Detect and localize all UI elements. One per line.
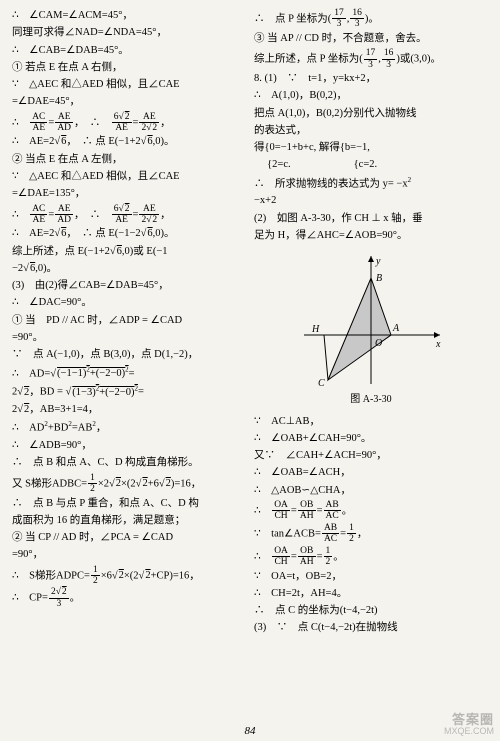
text-line: ∴ AD=√(−1−1)2+(−2−0)2= <box>12 365 246 383</box>
text-line: =∠DAE=135°， <box>12 186 246 202</box>
text-line: ∴ CH=2t，AH=4。 <box>254 586 488 602</box>
text-line: ∴ OACH=OBAH=ABAC。 <box>254 500 488 522</box>
diagram-a-3-30: O A B H C x y 图 A-3-30 <box>254 250 488 408</box>
text-line: ∵ tan∠ACB=ABAC=12， <box>254 523 488 545</box>
svg-text:y: y <box>375 256 381 267</box>
text-line: ∴ △AOB∽△CHA， <box>254 483 488 499</box>
text-line: 2√2，BD = √(1−3)2+(−2−0)2= <box>12 383 246 401</box>
text-line: −2√6,0)。 <box>12 261 246 277</box>
text-line: 把点 A(1,0)，B(0,2)分别代入抛物线 <box>254 106 488 122</box>
text-line: ∴ AD2+BD2=AB2， <box>12 419 246 437</box>
watermark-line1: 答案圈 <box>444 713 494 727</box>
text-line: ② 当点 E 在点 A 左侧， <box>12 152 246 168</box>
text-line: ∵ △AEC 和△AED 相似，且∠CAE <box>12 169 246 185</box>
svg-text:x: x <box>435 339 441 350</box>
text-line: ∵ 点 A(−1,0)，点 B(3,0)，点 D(1,−2)， <box>12 347 246 363</box>
watermark-line2: MXQE.COM <box>444 727 494 737</box>
text-line: 综上所述，点 E(−1+2√6,0)或 E(−1 <box>12 244 246 260</box>
svg-text:O: O <box>375 338 382 349</box>
svg-text:C: C <box>318 378 325 389</box>
text-line: 同理可求得∠NAD=∠NDA=45°， <box>12 25 246 41</box>
text-line: ∴ ∠ADB=90°， <box>12 438 246 454</box>
text-line: 得{0=−1+b+c, 解得{b=−1, <box>254 140 488 156</box>
text-line: 8. (1) ∵ t=1，y=kx+2， <box>254 71 488 87</box>
text-line: ∴ ACAE=AEAD， ∴ 6√2AE=AE2√2， <box>12 112 246 134</box>
text-line: ∴ 点 P 坐标为(173,163)。 <box>254 8 488 30</box>
text-line: ∴ OACH=OBAH=12。 <box>254 546 488 568</box>
text-line: ∴ ∠CAM=∠ACM=45°， <box>12 8 246 24</box>
page-number: 84 <box>0 725 500 737</box>
text-line: =90°， <box>12 547 246 563</box>
right-column: ∴ 点 P 坐标为(173,163)。③ 当 AP // CD 时，不合题意，舍… <box>254 8 488 638</box>
watermark: 答案圈 MXQE.COM <box>444 713 494 737</box>
svg-text:B: B <box>376 273 382 284</box>
text-line: 的表达式， <box>254 123 488 139</box>
text-line: 又∵ ∠CAH+∠ACH=90°， <box>254 448 488 464</box>
text-line: ∴ CP=2√23。 <box>12 587 246 609</box>
text-line: ∴ 点 C 的坐标为(t−4,−2t) <box>254 603 488 619</box>
text-line: ∴ ACAE=AEAD， ∴ 6√2AE=AE2√2， <box>12 204 246 226</box>
text-line: ∵ △AEC 和△AED 相似，且∠CAE <box>12 77 246 93</box>
text-line: {2=c. {c=2. <box>254 157 488 173</box>
page-container: ∴ ∠CAM=∠ACM=45°，同理可求得∠NAD=∠NDA=45°， ∴ ∠CA… <box>0 0 500 658</box>
text-line: ∴ 点 B 与点 P 重合，和点 A、C、D 构 <box>12 496 246 512</box>
text-line: =90°。 <box>12 330 246 346</box>
text-line: ② 当 CP // AD 时，∠PCA = ∠CAD <box>12 530 246 546</box>
text-line: ③ 当 AP // CD 时，不合题意，舍去。 <box>254 31 488 47</box>
text-line: (3) 由(2)得∠CAB=∠DAB=45°， <box>12 278 246 294</box>
text-line: (2) 如图 A-3-30，作 CH ⊥ x 轴，垂 <box>254 211 488 227</box>
text-line: ∴ ∠CAB=∠DAB=45°。 <box>12 43 246 59</box>
svg-text:A: A <box>392 323 400 334</box>
text-line: ∴ ∠DAC=90°。 <box>12 295 246 311</box>
text-line: 足为 H，得∠AHC=∠AOB=90°。 <box>254 228 488 244</box>
text-line: ∵ AC⊥AB， <box>254 414 488 430</box>
text-line: 成面积为 16 的直角梯形，满足题意； <box>12 513 246 529</box>
text-line: 又 S梯形ADBC=12×2√2×(2√2+6√2)=16， <box>12 473 246 495</box>
text-line: ① 当 PD // AC 时，∠ADP = ∠CAD <box>12 313 246 329</box>
text-line: −x+2 <box>254 193 488 209</box>
text-line: 综上所述，点 P 坐标为(173,163)或(3,0)。 <box>254 48 488 70</box>
text-line: ∴ ∠OAB=∠ACH， <box>254 465 488 481</box>
text-line: ∴ S梯形ADPC=12×6√2×(2√2+CP)=16， <box>12 565 246 587</box>
text-line: ∴ ∠OAB+∠CAH=90°。 <box>254 431 488 447</box>
text-line: ∴ 点 B 和点 A、C、D 构成直角梯形。 <box>12 455 246 471</box>
text-line: ∴ AE=2√6， ∴ 点 E(−1+2√6,0)。 <box>12 134 246 150</box>
text-line: =∠DAE=45°， <box>12 94 246 110</box>
text-line: (3) ∵ 点 C(t−4,−2t)在抛物线 <box>254 620 488 636</box>
text-line: ∵ OA=t，OB=2， <box>254 569 488 585</box>
svg-text:H: H <box>311 324 320 335</box>
text-line: ∴ AE=2√6， ∴ 点 E(−1−2√6,0)。 <box>12 226 246 242</box>
text-line: ∴ A(1,0)，B(0,2)， <box>254 88 488 104</box>
diagram-caption: 图 A-3-30 <box>254 392 488 408</box>
text-line: ① 若点 E 在点 A 右侧， <box>12 60 246 76</box>
text-line: ∴ 所求抛物线的表达式为 y= −x2 <box>254 175 488 193</box>
left-column: ∴ ∠CAM=∠ACM=45°，同理可求得∠NAD=∠NDA=45°， ∴ ∠CA… <box>12 8 246 638</box>
text-line: 2√2，AB=3+1=4， <box>12 402 246 418</box>
